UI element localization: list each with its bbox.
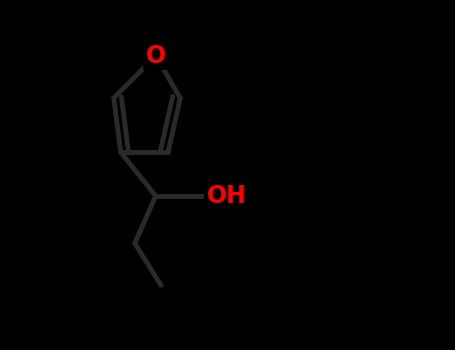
Text: OH: OH xyxy=(207,184,246,208)
Text: O: O xyxy=(146,44,166,68)
